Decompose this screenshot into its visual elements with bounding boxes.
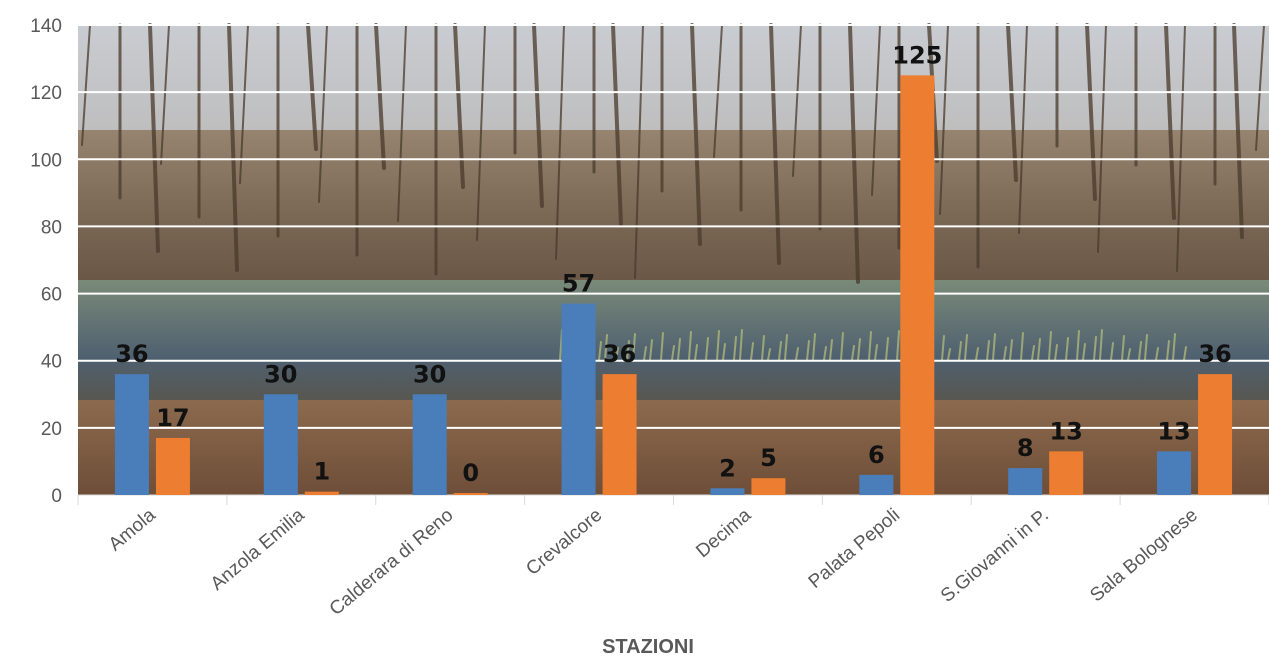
y-tick-label: 0 bbox=[51, 486, 62, 507]
category-label: Anzola Emilia bbox=[207, 504, 309, 594]
data-label-series1-1: 30 bbox=[264, 360, 297, 388]
category-label: Calderara di Reno bbox=[326, 505, 458, 620]
x-axis-ticks bbox=[77, 495, 1269, 505]
data-label-series1-7: 13 bbox=[1157, 417, 1190, 445]
data-label-series2-0: 17 bbox=[156, 404, 189, 432]
bar-series2-5 bbox=[900, 75, 935, 495]
bar-series1-1 bbox=[263, 394, 298, 495]
bar-series2-2 bbox=[453, 493, 488, 495]
bar-series1-3 bbox=[561, 303, 596, 495]
bar-series1-6 bbox=[1008, 468, 1043, 495]
data-label-series1-6: 8 bbox=[1017, 434, 1034, 462]
bar-series2-7 bbox=[1198, 374, 1233, 495]
bar-series2-6 bbox=[1049, 451, 1084, 495]
category-label: Palata Pepoli bbox=[805, 505, 904, 593]
bar-series1-5 bbox=[859, 474, 894, 495]
data-label-series2-5: 125 bbox=[892, 41, 942, 69]
bar-series1-2 bbox=[412, 394, 447, 495]
bar-series1-7 bbox=[1157, 451, 1192, 495]
bar-series2-3 bbox=[602, 374, 637, 495]
bar-series2-4 bbox=[751, 478, 786, 495]
y-tick-label: 40 bbox=[41, 352, 62, 373]
data-label-series1-0: 36 bbox=[115, 340, 148, 368]
data-label-series2-7: 36 bbox=[1198, 340, 1231, 368]
category-label: Amola bbox=[105, 504, 160, 555]
data-labels: 36 17 30 1 30 0 57 36 2 5 6 125 8 13 13 36 bbox=[115, 41, 1232, 487]
bar-series1-4 bbox=[710, 488, 745, 495]
data-label-series1-5: 6 bbox=[868, 441, 885, 469]
data-label-series2-3: 36 bbox=[603, 340, 636, 368]
y-tick-label: 100 bbox=[30, 150, 62, 171]
y-tick-label: 120 bbox=[30, 83, 62, 104]
data-label-series2-1: 1 bbox=[313, 458, 330, 486]
bar-series2-1 bbox=[304, 491, 339, 495]
data-label-series1-4: 2 bbox=[719, 454, 736, 482]
category-label: S.Giovanni in P. bbox=[937, 505, 1053, 607]
data-label-series1-3: 57 bbox=[562, 270, 595, 298]
x-axis-title: STAZIONI bbox=[602, 636, 694, 658]
data-label-series2-6: 13 bbox=[1049, 417, 1082, 445]
category-label: Sala Bolognese bbox=[1086, 505, 1201, 607]
data-label-series1-2: 30 bbox=[413, 360, 446, 388]
bars bbox=[114, 75, 1233, 495]
category-label: Decima bbox=[692, 504, 755, 562]
background-photo bbox=[78, 23, 1269, 495]
y-tick-label: 140 bbox=[30, 16, 62, 37]
x-axis-category-labels: Amola Anzola Emilia Calderara di Reno Creva… bbox=[105, 504, 1202, 619]
bar-series1-0 bbox=[114, 374, 149, 495]
data-label-series2-4: 5 bbox=[760, 444, 777, 472]
y-tick-label: 80 bbox=[41, 217, 62, 238]
y-tick-label: 60 bbox=[41, 285, 62, 306]
bar-series2-0 bbox=[155, 437, 190, 495]
data-label-series2-2: 0 bbox=[462, 459, 479, 487]
y-axis-tick-labels: 0 20 40 60 80 100 120 140 bbox=[30, 16, 62, 507]
y-tick-label: 20 bbox=[41, 419, 62, 440]
category-label: Crevalcore bbox=[522, 505, 606, 580]
